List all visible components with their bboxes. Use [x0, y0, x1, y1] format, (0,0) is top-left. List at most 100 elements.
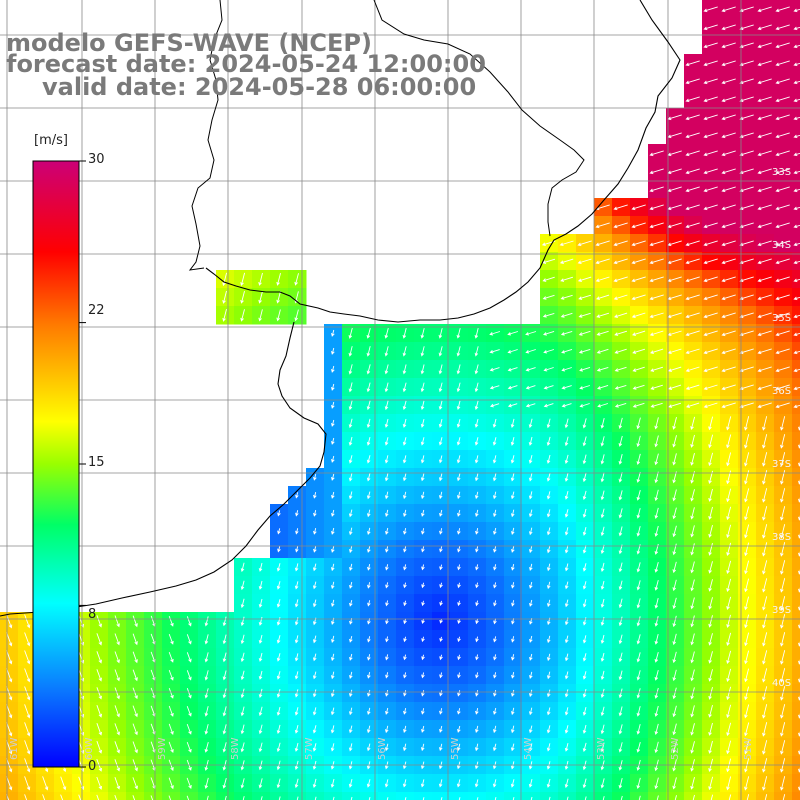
wind-arrow [708, 416, 714, 431]
field-cell [180, 792, 199, 800]
wind-arrow [222, 616, 227, 627]
wind-arrow [721, 6, 736, 13]
wind-arrow [403, 654, 407, 661]
wind-arrow [726, 578, 732, 593]
wind-arrow [762, 506, 768, 521]
wind-arrow [474, 437, 479, 446]
wind-arrow [420, 455, 425, 464]
wind-arrow [186, 652, 192, 663]
wind-arrow [780, 506, 786, 521]
wind-arrow [600, 706, 605, 717]
wind-arrow [672, 525, 677, 538]
wind-arrow [277, 528, 281, 535]
wind-arrow [654, 435, 659, 448]
wind-arrow [613, 222, 628, 229]
wind-arrow [475, 582, 479, 589]
wind-arrow [457, 618, 461, 625]
wind-arrow [582, 581, 587, 590]
wind-arrow [294, 563, 299, 572]
wind-arrow [708, 722, 713, 736]
wind-arrow [350, 796, 353, 800]
wind-arrow [739, 24, 754, 31]
wind-arrow [96, 687, 102, 700]
wind-arrow [349, 581, 353, 589]
wind-arrow [348, 725, 353, 734]
wind-arrow [385, 689, 389, 697]
latitude-label: 39S [772, 605, 791, 616]
field-cell [468, 792, 487, 800]
wind-arrow [614, 330, 628, 336]
wind-arrow [240, 290, 245, 304]
wind-arrow [600, 562, 605, 573]
wind-arrow [456, 364, 461, 375]
wind-arrow [258, 616, 263, 626]
wind-arrow [739, 42, 754, 49]
wind-arrow [438, 779, 443, 788]
wind-arrow [577, 258, 592, 265]
wind-arrow [222, 706, 227, 717]
wind-arrow [561, 367, 572, 372]
wind-arrow [276, 706, 281, 716]
wind-arrow [600, 742, 605, 753]
wind-arrow [458, 797, 461, 800]
wind-arrow [402, 455, 407, 464]
field-cell [108, 792, 127, 800]
wind-arrow [277, 546, 281, 553]
field-cell [288, 792, 307, 800]
wind-arrow [529, 581, 533, 589]
field-cell [594, 792, 613, 800]
wind-arrow [600, 417, 605, 429]
wind-arrow [546, 454, 551, 464]
wind-arrow [597, 384, 609, 390]
wind-arrow [739, 240, 754, 247]
wind-arrow [168, 741, 174, 753]
wind-arrow [762, 578, 768, 593]
wind-arrow [528, 509, 533, 518]
wind-arrow [421, 546, 425, 553]
wind-arrow [312, 581, 317, 590]
wind-arrow [775, 222, 790, 229]
wind-arrow [690, 452, 695, 466]
wind-arrow [222, 670, 227, 681]
wind-arrow [276, 272, 281, 286]
field-cell [360, 792, 379, 800]
wind-arrow [456, 491, 461, 500]
wind-arrow [618, 453, 623, 465]
wind-arrow [438, 743, 443, 752]
wind-arrow [762, 596, 768, 611]
latitude-label: 37S [772, 459, 791, 470]
wind-arrow [439, 725, 443, 733]
wind-arrow [420, 491, 425, 500]
wind-arrow [385, 654, 389, 661]
wind-arrow [312, 671, 317, 680]
wind-arrow [96, 794, 100, 800]
wind-arrow [685, 294, 700, 301]
wind-arrow [721, 312, 736, 319]
wind-arrow [636, 562, 641, 573]
wind-arrow [762, 452, 768, 467]
wind-arrow [132, 741, 138, 754]
wind-arrow [613, 276, 628, 283]
wind-arrow [654, 471, 659, 484]
wind-arrow [456, 328, 461, 339]
wind-arrow [780, 434, 786, 449]
wind-arrow [582, 526, 587, 536]
wind-arrow [685, 60, 700, 67]
wind-arrow [739, 312, 754, 319]
wind-arrow [403, 527, 407, 535]
wind-arrow [631, 276, 646, 283]
wind-arrow [240, 742, 245, 753]
wind-arrow [582, 724, 587, 734]
wind-arrow [578, 330, 591, 336]
wind-arrow [525, 385, 536, 390]
wind-arrow [331, 401, 335, 409]
wind-arrow [510, 491, 515, 500]
wind-arrow [403, 600, 407, 607]
wind-arrow [96, 651, 102, 664]
wind-arrow [762, 416, 768, 431]
wind-arrow [528, 707, 533, 716]
field-cell [486, 792, 505, 800]
wind-arrow [348, 473, 353, 482]
wind-arrow [780, 416, 786, 431]
wind-arrow [703, 186, 718, 193]
